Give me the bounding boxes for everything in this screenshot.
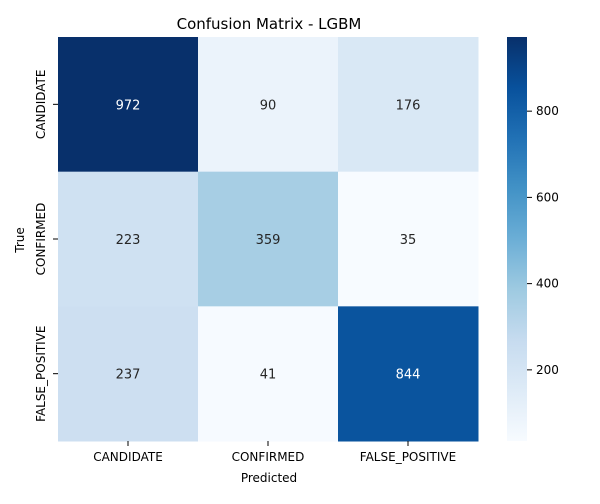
heatmap-cells	[58, 37, 479, 442]
heatmap-cell-candidate-confirmed	[198, 37, 339, 173]
x-tick-label-false-positive: FALSE_POSITIVE	[360, 450, 456, 464]
colorbar-tick-label: 600	[536, 190, 559, 204]
heatmap-cell-candidate-false-positive	[338, 37, 479, 173]
colorbar-ticks: 200 400 600 800	[527, 104, 559, 377]
chart-title: Confusion Matrix - LGBM	[177, 15, 362, 33]
colorbar	[507, 37, 527, 441]
cell-value-label: 35	[400, 233, 417, 248]
cell-value-label: 176	[396, 98, 421, 113]
cell-value-label: 237	[116, 368, 141, 383]
heatmap-cell-confirmed-confirmed	[198, 171, 339, 307]
cell-value-label: 223	[116, 233, 141, 248]
colorbar-tick-label: 800	[536, 104, 559, 118]
cell-value-label: 41	[260, 368, 277, 383]
heatmap-cell-false-positive-candidate	[58, 306, 199, 442]
x-tick-label-candidate: CANDIDATE	[93, 450, 163, 464]
x-tick-label-confirmed: CONFIRMED	[232, 450, 305, 464]
x-axis: CANDIDATE CONFIRMED FALSE_POSITIVE	[93, 441, 456, 464]
x-axis-label: Predicted	[241, 471, 297, 485]
heatmap-cell-labels: 972 90 176 223 359 35 237 41 844	[116, 98, 421, 382]
cell-value-label: 972	[116, 98, 141, 113]
cell-value-label: 359	[256, 233, 281, 248]
cell-value-label: 844	[396, 368, 421, 383]
heatmap-cell-false-positive-confirmed	[198, 306, 339, 442]
heatmap-cell-false-positive-false-positive	[338, 306, 479, 442]
y-tick-label-false-positive: FALSE_POSITIVE	[34, 325, 48, 421]
colorbar-tick-label: 200	[536, 363, 559, 377]
heatmap-cell-confirmed-candidate	[58, 171, 199, 307]
y-tick-label-candidate: CANDIDATE	[34, 70, 48, 140]
cell-value-label: 90	[260, 98, 277, 113]
y-axis: CANDIDATE CONFIRMED FALSE_POSITIVE	[34, 70, 58, 422]
y-tick-label-confirmed: CONFIRMED	[34, 203, 48, 276]
heatmap-cell-confirmed-false-positive	[338, 171, 479, 307]
colorbar-tick-label: 400	[536, 277, 559, 291]
y-axis-label: True	[13, 227, 27, 254]
heatmap-cell-candidate-candidate	[58, 37, 199, 173]
